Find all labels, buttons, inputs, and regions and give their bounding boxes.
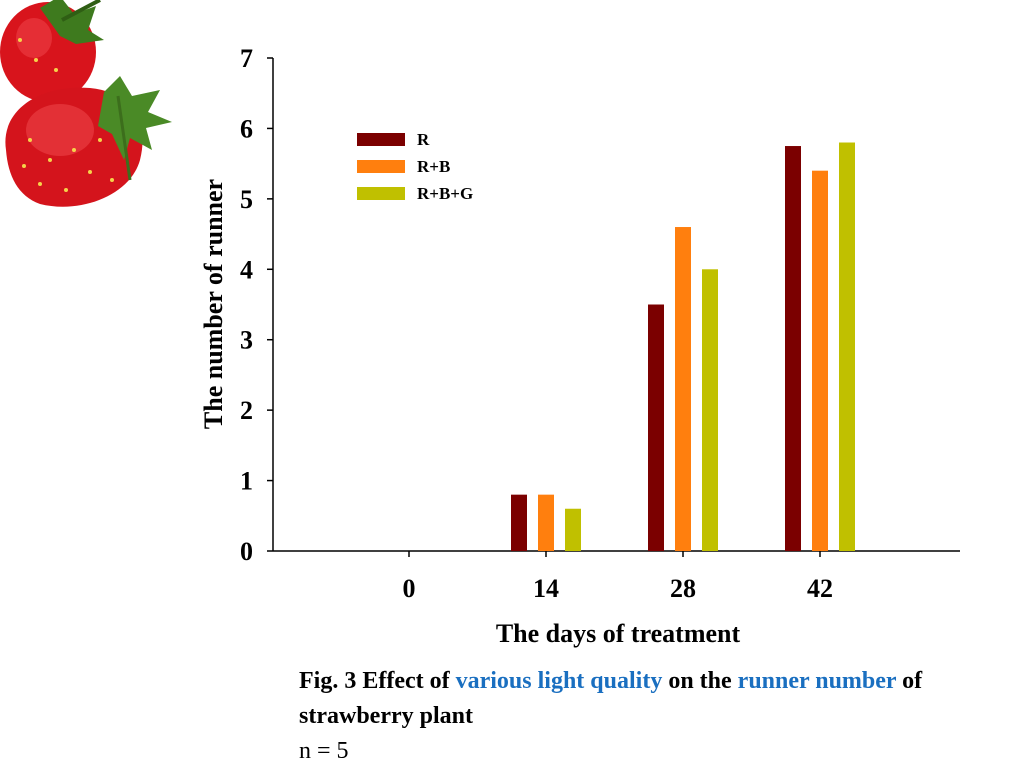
y-ticks: 0 1 2 3 4 5 6 7 — [240, 44, 273, 566]
bar-groups — [511, 142, 855, 552]
chart-axes — [272, 58, 960, 552]
x-ticks: 0 14 28 42 — [403, 551, 833, 603]
y-tick-label: 1 — [240, 467, 253, 496]
bar-r-plus-b-42 — [812, 170, 828, 551]
y-tick-label: 0 — [240, 537, 253, 566]
caption-part2: on the — [662, 668, 738, 694]
legend-swatch — [357, 133, 405, 146]
legend-swatch — [357, 160, 405, 173]
bar-r-14 — [511, 494, 527, 551]
y-tick-label: 7 — [240, 44, 253, 73]
legend-label: R+B+G — [417, 184, 473, 203]
y-tick-label: 3 — [240, 326, 253, 355]
bar-r-plus-b-plus-g-28 — [702, 269, 718, 551]
x-tick-label: 28 — [670, 574, 696, 603]
bar-r-plus-b-plus-g-42 — [839, 142, 855, 551]
strawberry-seeds — [18, 38, 114, 192]
legend-swatch — [357, 187, 405, 200]
legend-label: R — [417, 130, 430, 149]
caption-part1: Fig. 3 Effect of — [299, 668, 456, 694]
bar-r-plus-b-14 — [538, 494, 554, 551]
y-tick-label: 6 — [240, 114, 253, 143]
legend-label: R+B — [417, 157, 450, 176]
bar-r-plus-b-plus-g-14 — [565, 508, 581, 551]
bar-r-28 — [648, 304, 664, 551]
figure-caption: Fig. 3 Effect of various light quality o… — [299, 664, 939, 769]
x-tick-label: 14 — [533, 574, 559, 603]
caption-highlight-runner-number: runner number — [737, 668, 897, 694]
bar-r-42 — [785, 146, 801, 552]
caption-part3: of strawberry plant — [299, 668, 923, 729]
y-axis-label: The number of runner — [199, 179, 228, 429]
caption-sample-size: n = 5 — [299, 738, 349, 764]
y-tick-label: 5 — [240, 185, 253, 214]
bar-r-plus-b-28 — [675, 227, 691, 551]
caption-highlight-light-quality: various light quality — [455, 668, 663, 694]
x-axis-label: The days of treatment — [496, 619, 741, 648]
y-tick-label: 2 — [240, 396, 253, 425]
legend: R R+B R+B+G — [357, 130, 473, 203]
x-tick-label: 0 — [403, 574, 416, 603]
x-tick-label: 42 — [807, 574, 833, 603]
strawberry-icon — [0, 0, 172, 207]
strawberry-back — [0, 0, 104, 102]
strawberry-front — [5, 76, 172, 207]
y-tick-label: 4 — [240, 255, 253, 284]
